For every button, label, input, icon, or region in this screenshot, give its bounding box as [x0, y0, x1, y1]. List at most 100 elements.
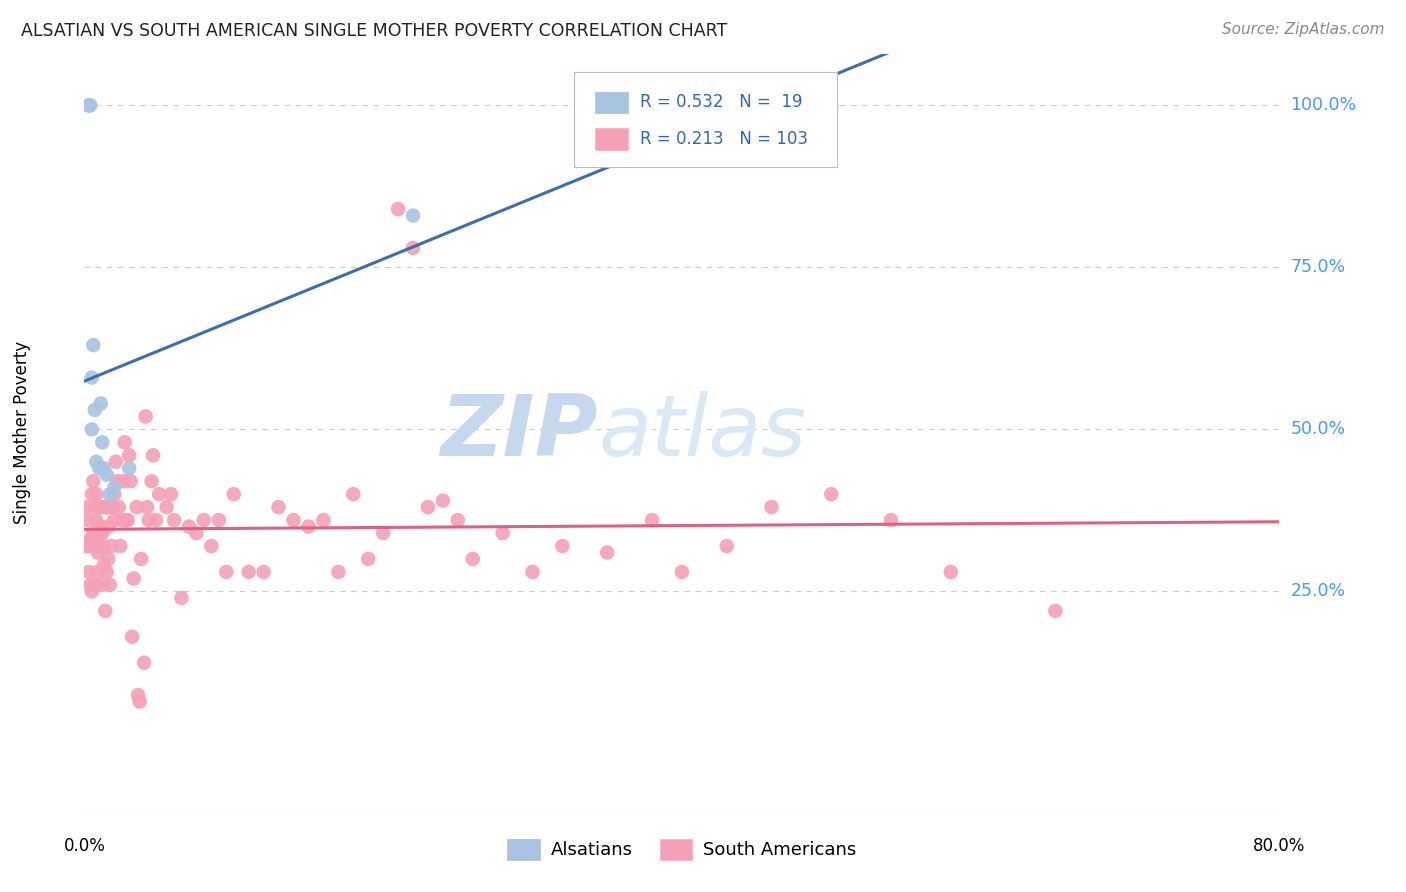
- Point: [155, 500, 177, 515]
- Point: [83, 403, 105, 417]
- Point: [820, 98, 842, 112]
- Point: [86, 487, 108, 501]
- Point: [107, 500, 129, 515]
- Text: R = 0.532   N =  19: R = 0.532 N = 19: [640, 94, 803, 112]
- Text: 25.0%: 25.0%: [1291, 582, 1346, 600]
- Point: [105, 474, 128, 488]
- Point: [186, 526, 208, 541]
- Point: [170, 591, 193, 605]
- Point: [283, 513, 305, 527]
- Point: [160, 487, 183, 501]
- Point: [880, 513, 903, 527]
- Point: [115, 513, 138, 527]
- Point: [208, 513, 231, 527]
- Text: Source: ZipAtlas.com: Source: ZipAtlas.com: [1222, 22, 1385, 37]
- Point: [77, 98, 100, 112]
- Point: [96, 467, 118, 482]
- Point: [83, 500, 105, 515]
- Point: [111, 513, 134, 527]
- Point: [200, 539, 222, 553]
- Point: [129, 552, 152, 566]
- Point: [86, 539, 108, 553]
- Point: [387, 202, 409, 216]
- Point: [104, 455, 127, 469]
- Point: [117, 513, 139, 527]
- Point: [110, 539, 132, 553]
- Point: [83, 578, 105, 592]
- Point: [87, 565, 110, 579]
- Point: [96, 565, 118, 579]
- Text: ALSATIAN VS SOUTH AMERICAN SINGLE MOTHER POVERTY CORRELATION CHART: ALSATIAN VS SOUTH AMERICAN SINGLE MOTHER…: [21, 22, 727, 40]
- Point: [136, 500, 159, 515]
- Point: [141, 474, 163, 488]
- Point: [163, 513, 186, 527]
- Point: [79, 578, 101, 592]
- Point: [596, 545, 619, 559]
- Point: [97, 552, 120, 566]
- Point: [80, 370, 103, 384]
- Point: [77, 539, 100, 553]
- Point: [253, 565, 276, 579]
- Point: [103, 513, 125, 527]
- Point: [93, 539, 115, 553]
- Point: [98, 500, 121, 515]
- Point: [121, 630, 143, 644]
- Point: [297, 519, 319, 533]
- Point: [103, 481, 125, 495]
- Point: [939, 565, 962, 579]
- Point: [135, 409, 157, 424]
- Point: [98, 578, 121, 592]
- Point: [114, 435, 136, 450]
- Point: [89, 500, 111, 515]
- Point: [342, 487, 364, 501]
- Point: [671, 565, 693, 579]
- Point: [402, 209, 425, 223]
- Point: [103, 487, 125, 501]
- Point: [222, 487, 245, 501]
- Point: [122, 571, 145, 585]
- Point: [94, 500, 117, 515]
- Point: [138, 513, 160, 527]
- Point: [120, 474, 142, 488]
- Point: [267, 500, 290, 515]
- Point: [1045, 604, 1067, 618]
- Point: [91, 578, 114, 592]
- Point: [80, 422, 103, 436]
- Point: [522, 565, 544, 579]
- Point: [357, 552, 380, 566]
- Point: [118, 461, 141, 475]
- Text: 100.0%: 100.0%: [1291, 96, 1357, 114]
- Point: [76, 500, 98, 515]
- Point: [100, 539, 122, 553]
- Point: [80, 584, 103, 599]
- Point: [77, 98, 100, 112]
- Point: [127, 688, 149, 702]
- Point: [91, 435, 114, 450]
- Point: [148, 487, 170, 501]
- Legend: Alsatians, South Americans: Alsatians, South Americans: [501, 832, 863, 867]
- Point: [82, 338, 104, 352]
- Point: [79, 533, 101, 547]
- Text: 80.0%: 80.0%: [1253, 837, 1306, 855]
- Point: [91, 526, 114, 541]
- Point: [447, 513, 470, 527]
- Point: [118, 448, 141, 462]
- Point: [82, 526, 104, 541]
- Point: [98, 487, 121, 501]
- Point: [641, 513, 664, 527]
- Point: [145, 513, 167, 527]
- Point: [77, 565, 100, 579]
- Text: Single Mother Poverty: Single Mother Poverty: [13, 341, 31, 524]
- Point: [80, 533, 103, 547]
- Point: [90, 519, 112, 533]
- Point: [86, 513, 108, 527]
- Point: [312, 513, 335, 527]
- Bar: [595, 128, 628, 150]
- Point: [87, 545, 110, 559]
- Text: R = 0.213   N = 103: R = 0.213 N = 103: [640, 130, 808, 148]
- Point: [76, 513, 98, 527]
- Point: [402, 241, 425, 255]
- Point: [90, 500, 112, 515]
- Point: [93, 558, 115, 573]
- Point: [328, 565, 350, 579]
